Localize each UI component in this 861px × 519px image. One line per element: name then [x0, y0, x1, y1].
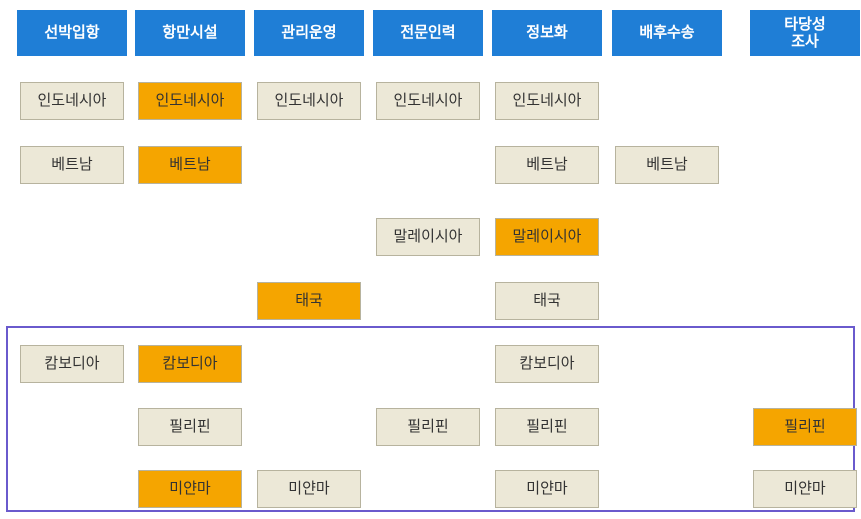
matrix-cell: 필리핀	[376, 408, 480, 446]
matrix-cell: 캄보디아	[138, 345, 242, 383]
matrix-cell: 미얀마	[138, 470, 242, 508]
column-header: 선박입항	[17, 10, 127, 56]
matrix-cell: 태국	[257, 282, 361, 320]
matrix-cell: 필리핀	[138, 408, 242, 446]
matrix-cell: 베트남	[495, 146, 599, 184]
matrix-diagram: 선박입항항만시설관리운영전문인력정보화배후수송 타당성 조사인도네시아 인도네시아 인…	[0, 0, 861, 519]
matrix-cell: 인도네시아	[257, 82, 361, 120]
matrix-cell: 베트남	[138, 146, 242, 184]
matrix-cell: 캄보디아	[20, 345, 124, 383]
matrix-cell: 베트남	[20, 146, 124, 184]
matrix-cell: 캄보디아	[495, 345, 599, 383]
matrix-cell: 인도네시아	[20, 82, 124, 120]
matrix-cell: 미얀마	[753, 470, 857, 508]
matrix-cell: 인도네시아	[495, 82, 599, 120]
column-header: 정보화	[492, 10, 602, 56]
matrix-cell: 미얀마	[495, 470, 599, 508]
column-header: 항만시설	[135, 10, 245, 56]
matrix-cell: 태국	[495, 282, 599, 320]
matrix-cell: 필리핀	[753, 408, 857, 446]
matrix-cell: 미얀마	[257, 470, 361, 508]
matrix-cell: 필리핀	[495, 408, 599, 446]
matrix-cell: 말레이시아	[495, 218, 599, 256]
matrix-cell: 인도네시아	[138, 82, 242, 120]
matrix-cell: 말레이시아	[376, 218, 480, 256]
matrix-cell: 인도네시아	[376, 82, 480, 120]
column-header: 타당성 조사	[750, 10, 860, 56]
column-header: 전문인력	[373, 10, 483, 56]
matrix-cell: 베트남	[615, 146, 719, 184]
column-header: 관리운영	[254, 10, 364, 56]
column-header: 배후수송	[612, 10, 722, 56]
